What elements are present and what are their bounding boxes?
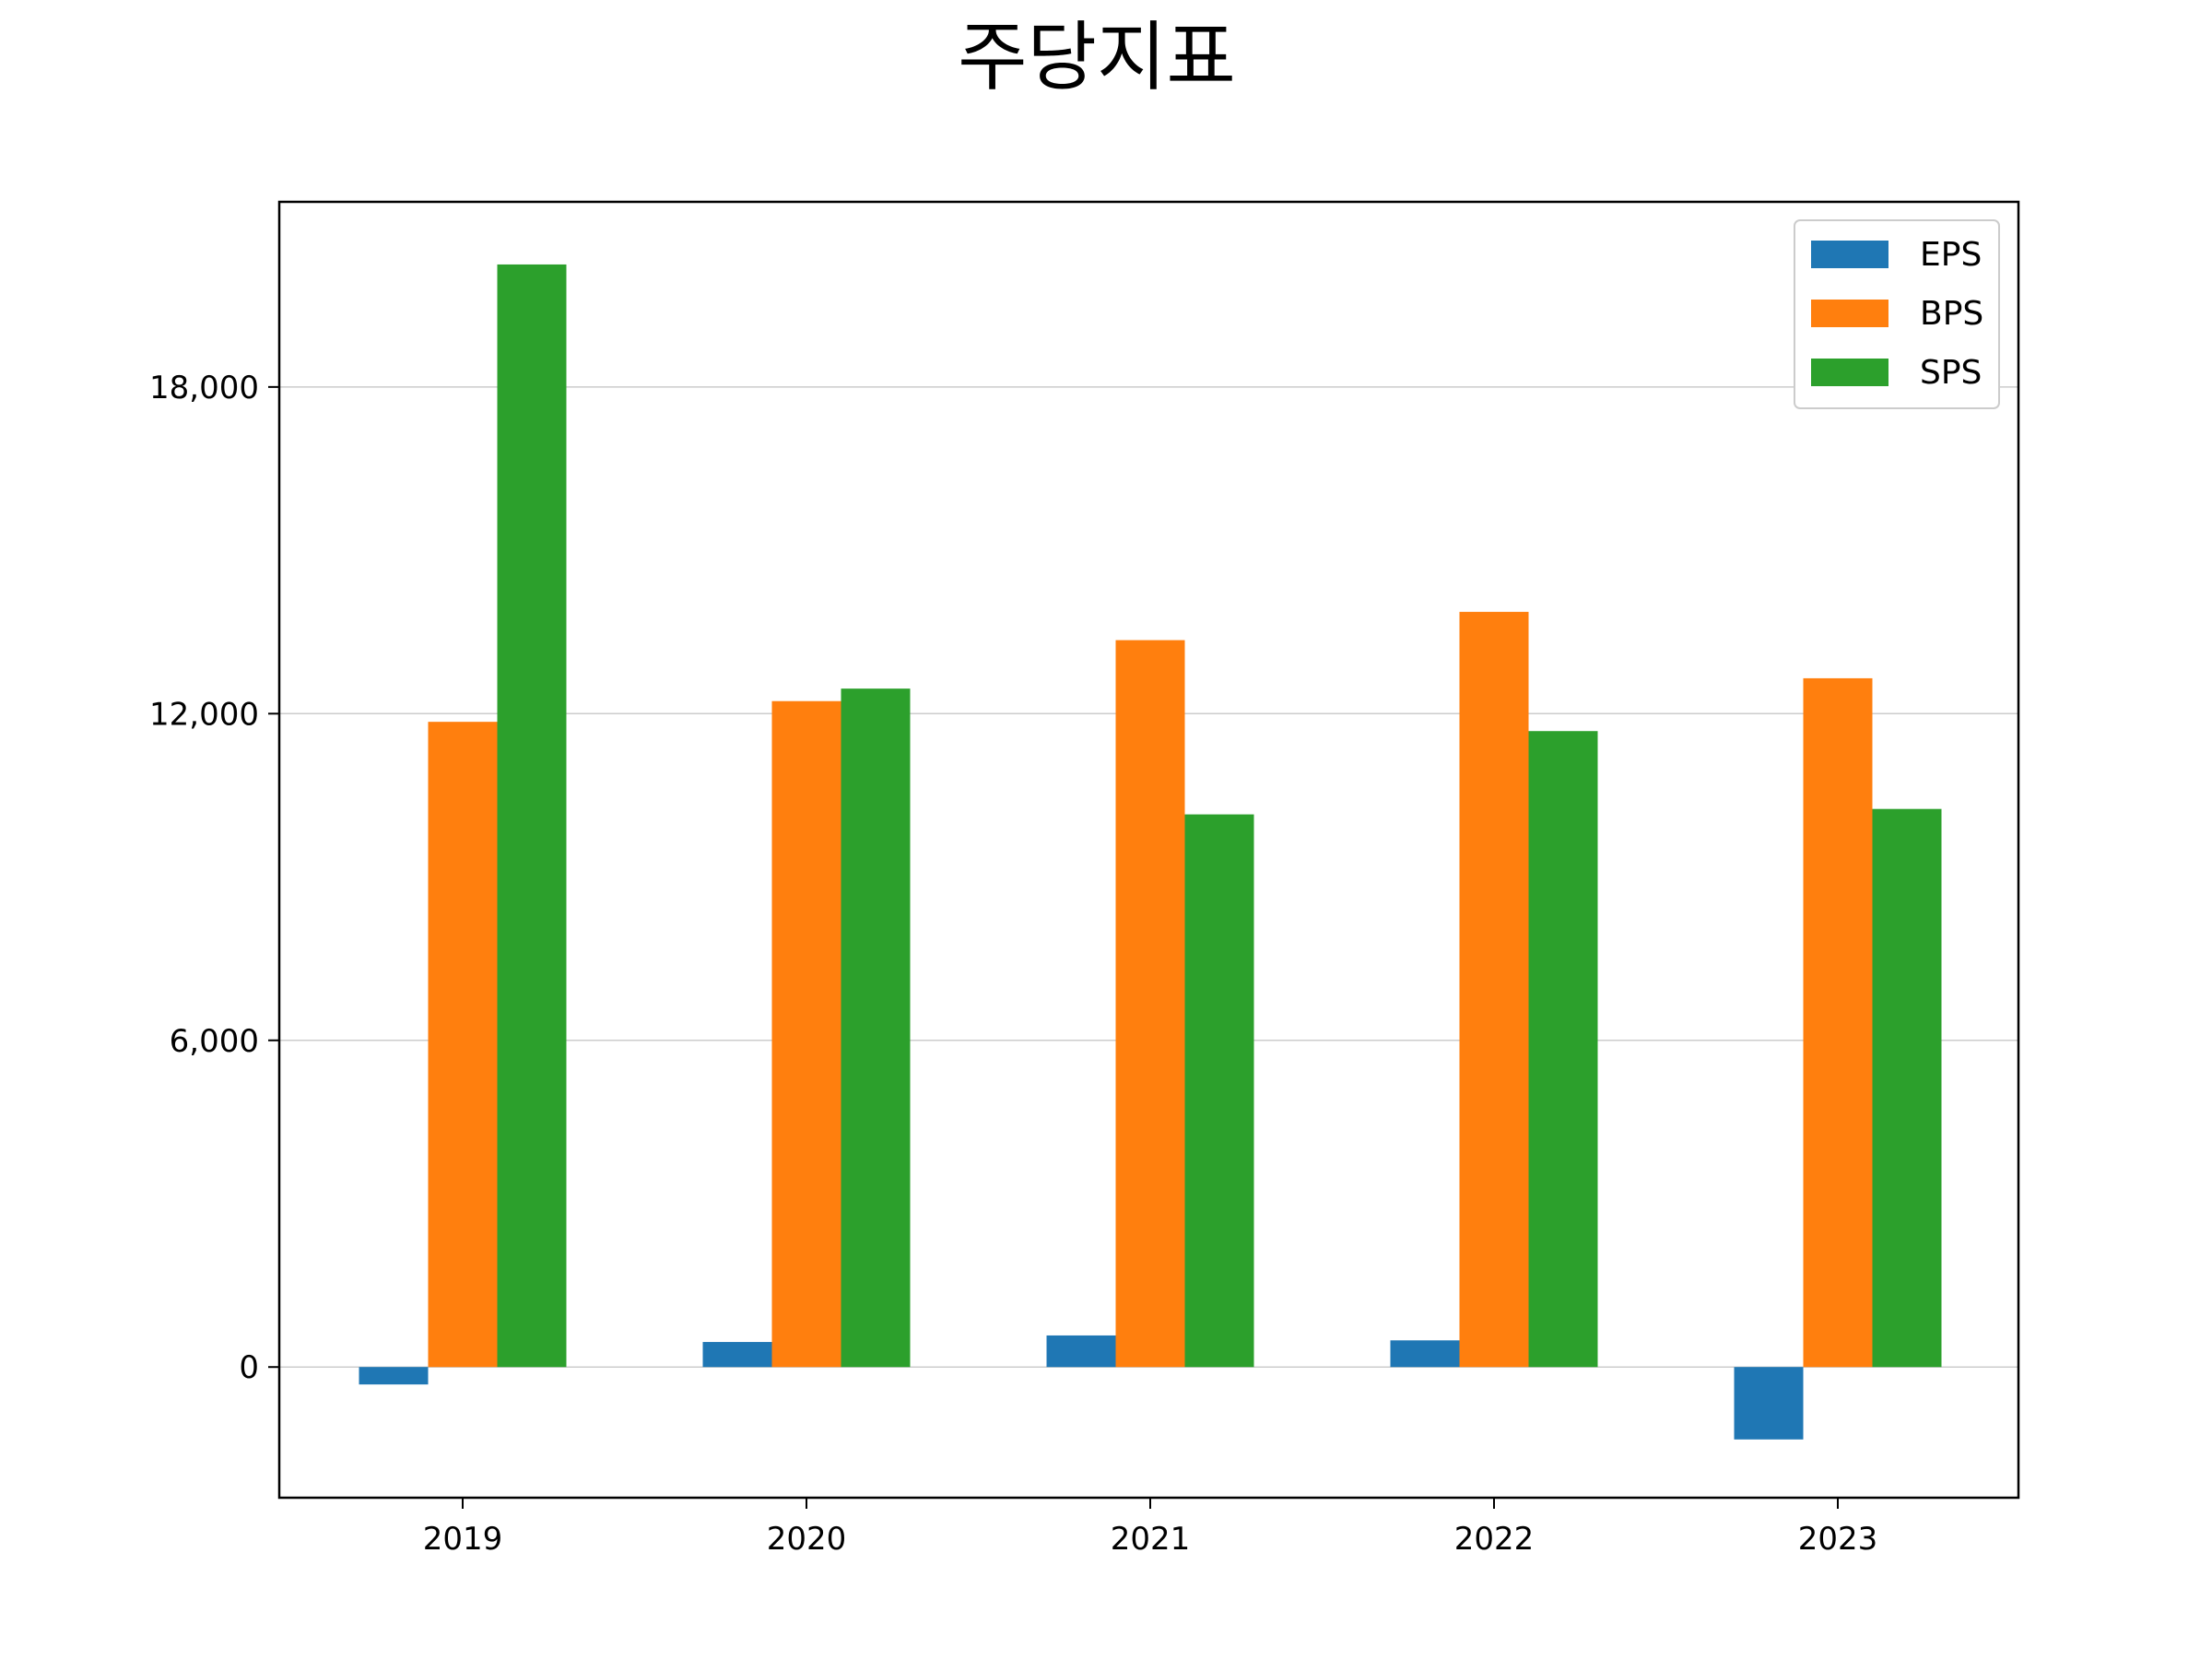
y-axis: 0 6,000 12,000 18,000 bbox=[149, 370, 279, 1386]
x-tick-label: 2022 bbox=[1454, 1521, 1535, 1558]
legend-label-bps: BPS bbox=[1920, 295, 1983, 333]
legend-swatch-bps bbox=[1811, 300, 1888, 327]
bar-eps-2020 bbox=[702, 1342, 772, 1368]
bar-sps-2019 bbox=[497, 264, 567, 1368]
x-tick-label: 2020 bbox=[767, 1521, 847, 1558]
bar-bps-2023 bbox=[1803, 677, 1873, 1368]
bars bbox=[359, 264, 1942, 1440]
x-tick-label: 2023 bbox=[1798, 1521, 1878, 1558]
legend: EPS BPS SPS bbox=[1794, 219, 2000, 409]
legend-label-eps: EPS bbox=[1920, 236, 1982, 274]
bar-sps-2020 bbox=[841, 688, 911, 1368]
legend-label-sps: SPS bbox=[1920, 354, 1982, 392]
bar-bps-2019 bbox=[428, 722, 498, 1368]
bar-bps-2022 bbox=[1459, 611, 1529, 1368]
bar-sps-2022 bbox=[1528, 731, 1598, 1368]
y-tick-label: 0 bbox=[239, 1349, 259, 1386]
bar-eps-2021 bbox=[1046, 1335, 1116, 1368]
x-axis: 2019 2020 2021 2022 2023 bbox=[423, 1498, 1878, 1558]
bar-sps-2021 bbox=[1184, 814, 1254, 1368]
bar-eps-2019 bbox=[359, 1367, 429, 1385]
legend-swatch-eps bbox=[1811, 241, 1888, 268]
x-tick-label: 2019 bbox=[423, 1521, 503, 1558]
bar-eps-2022 bbox=[1390, 1340, 1460, 1368]
plot-area-frame bbox=[277, 200, 2020, 1500]
x-tick-label: 2021 bbox=[1111, 1521, 1191, 1558]
bar-eps-2023 bbox=[1734, 1367, 1804, 1440]
bar-bps-2021 bbox=[1115, 640, 1185, 1368]
y-tick-label: 12,000 bbox=[149, 696, 259, 733]
bar-bps-2020 bbox=[771, 700, 841, 1368]
bar-sps-2023 bbox=[1872, 808, 1942, 1368]
y-tick-label: 18,000 bbox=[149, 370, 259, 406]
legend-swatch-sps bbox=[1811, 359, 1888, 386]
y-tick-label: 6,000 bbox=[170, 1023, 259, 1060]
chart-title: 주당지표 bbox=[958, 14, 1236, 101]
